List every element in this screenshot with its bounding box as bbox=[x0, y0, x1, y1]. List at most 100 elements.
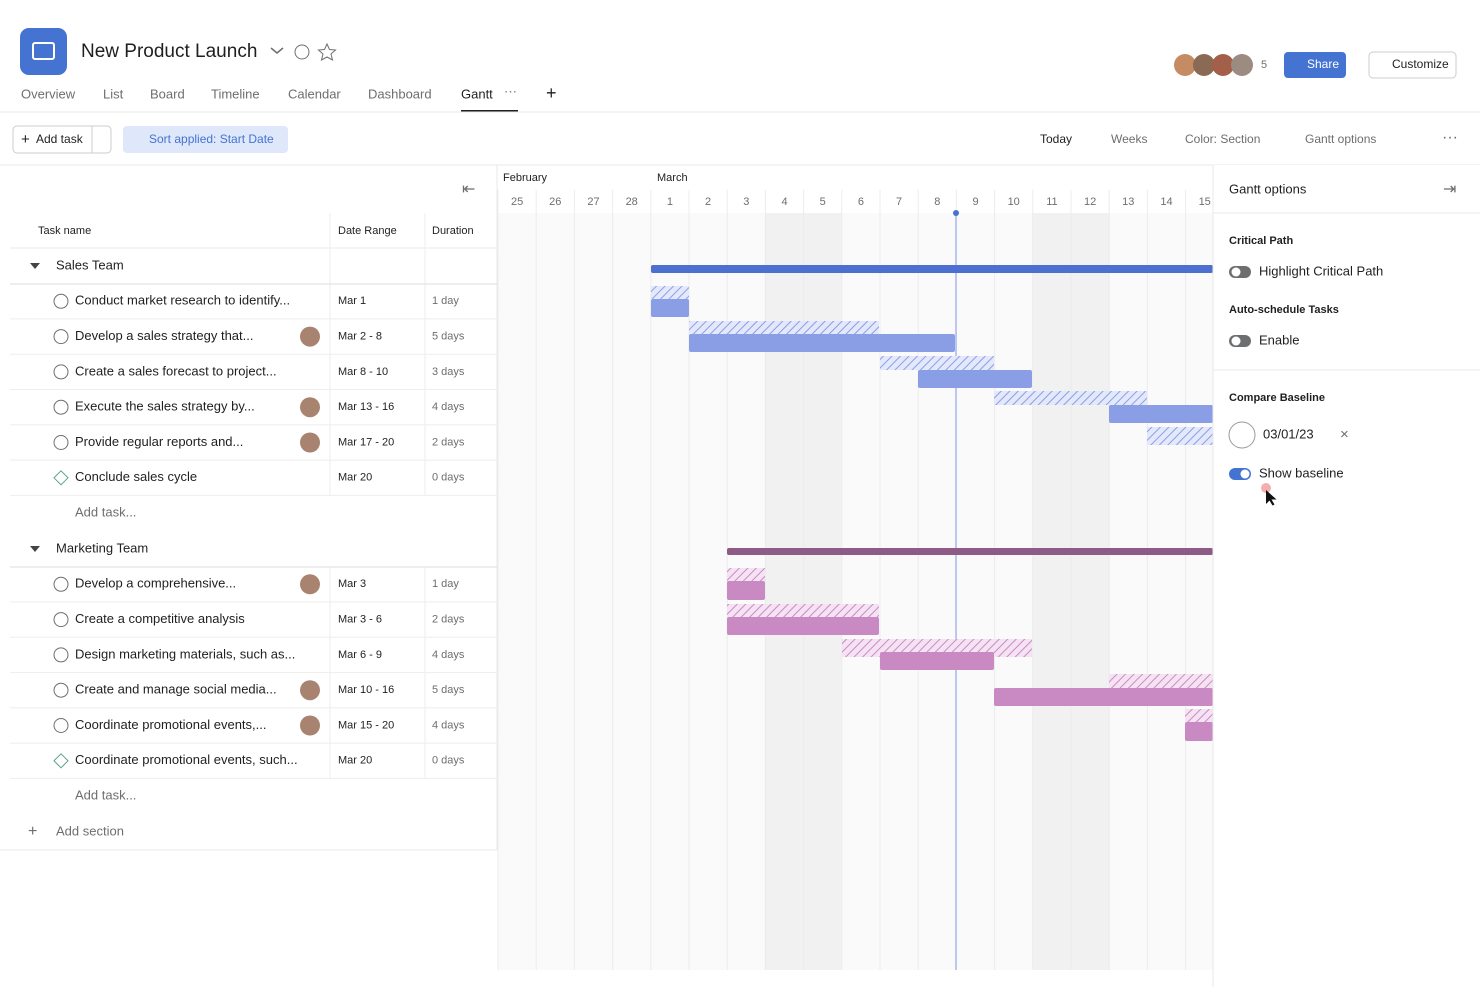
plus: + bbox=[21, 131, 30, 148]
date-range: Mar 8 - 10 bbox=[338, 366, 388, 378]
date-range: Mar 15 - 20 bbox=[338, 719, 394, 731]
toggle-label: Highlight Critical Path bbox=[1259, 263, 1383, 278]
task-name[interactable]: Execute the sales strategy by... bbox=[75, 399, 255, 414]
task-name[interactable]: Provide regular reports and... bbox=[75, 434, 243, 449]
add-task-row[interactable]: Add task... bbox=[75, 788, 136, 803]
assignee-avatar bbox=[300, 715, 320, 736]
collapse-arrow[interactable] bbox=[30, 263, 40, 269]
add-tab[interactable]: + bbox=[546, 83, 557, 103]
clear-date[interactable]: × bbox=[1340, 426, 1349, 443]
color-button[interactable]: Color: Section bbox=[1185, 132, 1260, 146]
day-label: 15 bbox=[1199, 196, 1211, 208]
weeks-button[interactable]: Weeks bbox=[1111, 132, 1147, 146]
day-label: 11 bbox=[1046, 196, 1057, 208]
column-header: Duration bbox=[432, 225, 474, 237]
gantt-options-button[interactable]: Gantt options bbox=[1305, 132, 1376, 146]
tab[interactable]: Calendar bbox=[288, 86, 341, 101]
day-label: 9 bbox=[972, 196, 978, 208]
day-label: 27 bbox=[587, 196, 599, 208]
today-button[interactable]: Today bbox=[1040, 132, 1072, 146]
close-panel[interactable]: ⇥ bbox=[1443, 181, 1456, 198]
add-task-row[interactable]: Add task... bbox=[75, 505, 136, 520]
duration: 0 days bbox=[432, 755, 465, 767]
complete-icon[interactable] bbox=[53, 329, 69, 345]
day-label: 14 bbox=[1160, 196, 1172, 208]
task-name[interactable]: Design marketing materials, such as... bbox=[75, 646, 295, 661]
date-range: Mar 1 bbox=[338, 295, 366, 307]
collapse-button[interactable]: ⇤ bbox=[462, 181, 475, 198]
duration: 5 days bbox=[432, 331, 465, 343]
duration: 0 days bbox=[432, 472, 465, 484]
complete-icon[interactable] bbox=[53, 682, 69, 698]
complete-icon[interactable] bbox=[53, 293, 69, 309]
day-label: 7 bbox=[896, 196, 902, 208]
tab[interactable]: Board bbox=[150, 86, 185, 101]
duration: 5 days bbox=[432, 684, 465, 696]
complete-icon[interactable] bbox=[53, 612, 69, 628]
complete-icon[interactable] bbox=[53, 647, 69, 663]
milestone-icon[interactable] bbox=[53, 470, 69, 486]
date-range: Mar 20 bbox=[338, 472, 372, 484]
tab[interactable]: Overview bbox=[21, 86, 76, 101]
task-name[interactable]: Coordinate promotional events,... bbox=[75, 717, 267, 732]
project-icon[interactable] bbox=[20, 28, 67, 75]
share-button[interactable] bbox=[1284, 52, 1346, 78]
day-label: 2 bbox=[705, 196, 711, 208]
day-label: 12 bbox=[1084, 196, 1096, 208]
assignee-avatar bbox=[300, 432, 320, 453]
add-section[interactable]: Add section bbox=[56, 823, 124, 838]
add-task-label: Add task bbox=[36, 132, 84, 146]
date-range: Mar 3 bbox=[338, 578, 366, 590]
star-icon[interactable] bbox=[317, 42, 337, 61]
toggle-knob bbox=[1231, 267, 1241, 277]
section-heading: Auto-schedule Tasks bbox=[1229, 304, 1339, 316]
day-label: 4 bbox=[781, 196, 787, 208]
date-range: Mar 20 bbox=[338, 755, 372, 767]
task-name[interactable]: Develop a sales strategy that... bbox=[75, 328, 253, 343]
customize-button[interactable] bbox=[1368, 51, 1457, 79]
month-label: February bbox=[503, 172, 548, 184]
complete-icon[interactable] bbox=[53, 718, 69, 733]
complete-icon[interactable] bbox=[53, 399, 69, 415]
section-name: Marketing Team bbox=[56, 540, 148, 555]
tab[interactable]: Gantt bbox=[461, 86, 493, 101]
day-label: 26 bbox=[549, 196, 561, 208]
info-icon[interactable] bbox=[294, 44, 310, 60]
date-range: Mar 2 - 8 bbox=[338, 331, 382, 343]
milestone-icon[interactable] bbox=[53, 753, 69, 769]
more-button[interactable]: ··· bbox=[1442, 129, 1458, 146]
complete-icon[interactable] bbox=[53, 435, 69, 450]
column-header: Date Range bbox=[338, 225, 397, 237]
tab[interactable]: List bbox=[103, 86, 124, 101]
assignee-avatar bbox=[300, 397, 320, 418]
collapse-arrow[interactable] bbox=[30, 546, 40, 552]
member-count: 5 bbox=[1261, 59, 1267, 71]
complete-icon[interactable] bbox=[53, 576, 69, 592]
task-name[interactable]: Coordinate promotional events, such... bbox=[75, 752, 298, 767]
toggle-knob bbox=[1240, 469, 1250, 479]
section-heading: Critical Path bbox=[1229, 235, 1293, 247]
tab[interactable]: Timeline bbox=[211, 86, 260, 101]
icon-glyph bbox=[32, 42, 55, 60]
task-name[interactable]: Create a competitive analysis bbox=[75, 611, 245, 626]
baseline-date[interactable]: 03/01/23 bbox=[1263, 426, 1314, 441]
task-name[interactable]: Develop a comprehensive... bbox=[75, 576, 236, 591]
calendar-icon[interactable] bbox=[1228, 421, 1256, 449]
tab[interactable]: Dashboard bbox=[368, 86, 432, 101]
duration: 1 day bbox=[432, 578, 459, 590]
assignee-avatar bbox=[300, 680, 320, 701]
date-range: Mar 17 - 20 bbox=[338, 436, 394, 448]
task-name[interactable]: Create and manage social media... bbox=[75, 682, 277, 697]
date-range: Mar 3 - 6 bbox=[338, 614, 382, 626]
dropdown[interactable] bbox=[270, 47, 284, 54]
section-heading: Compare Baseline bbox=[1229, 392, 1325, 404]
task-name[interactable]: Conduct market research to identify... bbox=[75, 293, 290, 308]
task-name[interactable]: Create a sales forecast to project... bbox=[75, 363, 277, 378]
plus: + bbox=[28, 823, 37, 840]
duration: 4 days bbox=[432, 719, 465, 731]
add-task-button[interactable] bbox=[12, 125, 112, 154]
complete-icon[interactable] bbox=[53, 364, 69, 380]
sort-chip[interactable] bbox=[123, 126, 288, 153]
task-name[interactable]: Conclude sales cycle bbox=[75, 469, 197, 484]
